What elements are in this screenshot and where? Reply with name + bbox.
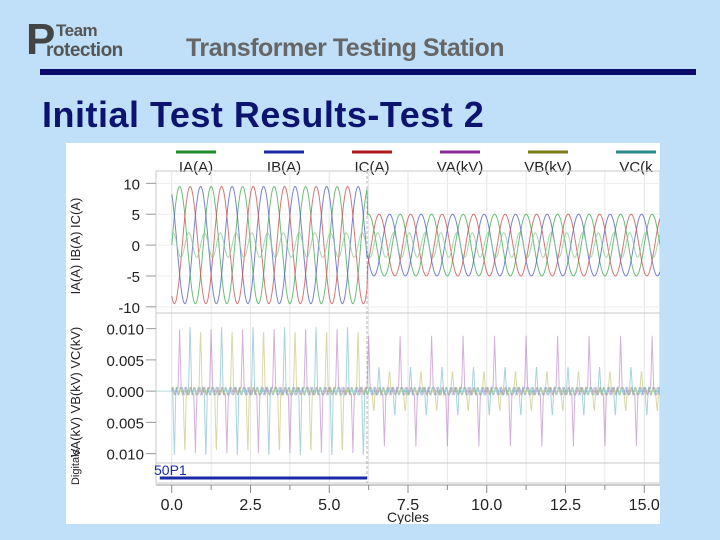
legend-label: IB(A)	[267, 159, 301, 176]
chart-svg: IA(A) IB(A) IC(A) VA(kV) VB(kV) VC(k 10 5 0 -5 -1…	[68, 150, 660, 524]
x-tick-label: 2.5	[239, 497, 261, 514]
oscillography-chart: IA(A) IB(A) IC(A) VA(kV) VB(kV) VC(k 10 5 0 -5 -1…	[66, 143, 660, 524]
x-axis: 0.0 2.5 5.0 7.5 10.0 12.5 15.0 Cycles	[156, 484, 660, 524]
x-tick-label: 7.5	[397, 497, 419, 514]
y-tick-label: 0.005	[106, 415, 144, 432]
y-tick-label: 0.000	[106, 384, 144, 401]
digitals-label: Digitals	[70, 448, 82, 485]
y-tick-label: 0.010	[106, 322, 144, 339]
y-tick-label: 5	[132, 207, 140, 224]
slide-title: Initial Test Results-Test 2	[42, 94, 485, 135]
digitals-panel: Digitals 50P1	[70, 448, 368, 485]
y-tick-label: 0.010	[106, 447, 144, 464]
team-protection-logo: P Team rotection	[26, 18, 136, 68]
x-tick-label: 15.0	[629, 497, 660, 514]
logo-protection-text: rotection	[46, 40, 123, 61]
x-tick-label: 10.0	[471, 497, 502, 514]
series-line	[171, 232, 660, 258]
series-line	[171, 329, 660, 454]
header-divider	[40, 69, 696, 75]
y-axis-label: IA(A) IB(A) IC(A)	[68, 198, 83, 295]
y-tick-label: -10	[118, 300, 140, 317]
series-line	[171, 327, 660, 456]
x-axis-label: Cycles	[387, 509, 429, 524]
series-line	[171, 332, 660, 451]
y-tick-label: 0	[132, 238, 140, 255]
x-tick-label: 5.0	[318, 497, 340, 514]
y-tick-label: 0.005	[106, 353, 144, 370]
logo-letter-p: P	[26, 15, 56, 64]
series-line	[171, 185, 660, 305]
current-panel: 10 5 0 -5 -10 IA(A) IB(A) IC(A)	[68, 176, 660, 317]
header-title: Transformer Testing Station	[186, 34, 505, 62]
digital-signal-label: 50P1	[154, 462, 187, 478]
voltage-panel: 0.010 0.005 0.000 0.005 0.010 VA(kV) VB(kV) V…	[68, 322, 660, 464]
legend-label: VB(kV)	[524, 159, 572, 176]
legend-label: VC(k	[619, 159, 653, 176]
legend-label: VA(kV)	[437, 159, 483, 176]
y-tick-label: 10	[123, 176, 140, 193]
y-tick-label: -5	[127, 269, 140, 286]
chart-legend: IA(A) IB(A) IC(A) VA(kV) VB(kV) VC(k	[176, 150, 656, 176]
y-axis-label: VA(kV) VB(kV) VC(kV)	[68, 327, 83, 458]
legend-label: IA(A)	[179, 159, 213, 176]
legend-label: IC(A)	[355, 159, 390, 176]
x-tick-label: 0.0	[161, 497, 183, 514]
x-tick-label: 12.5	[550, 497, 581, 514]
logo-team-text: Team	[56, 21, 98, 40]
